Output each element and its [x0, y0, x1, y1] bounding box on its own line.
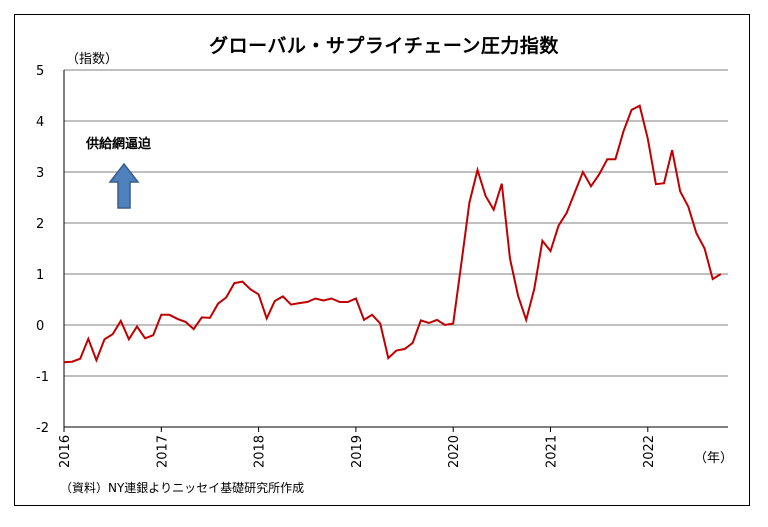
- x-tick-label: 2022: [642, 435, 657, 468]
- x-axis-unit-label: （年）: [694, 451, 734, 466]
- x-tick-label: 2021: [545, 435, 560, 468]
- source-note: （資料）NY連銀よりニッセイ基礎研究所作成: [60, 481, 305, 495]
- y-tick-label: -2: [36, 421, 49, 436]
- y-tick-label: 1: [36, 268, 44, 283]
- y-tick-label: 4: [36, 115, 44, 130]
- x-tick-labels: 2016 2017 2018 2019 2020 2021 2022: [58, 435, 657, 468]
- up-arrow-icon: [108, 162, 140, 209]
- y-tick-label: 2: [36, 217, 44, 232]
- x-tick-label: 2016: [58, 435, 73, 468]
- y-tick-label: 0: [36, 319, 44, 334]
- x-tick-label: 2018: [253, 435, 268, 468]
- y-tick-label: -1: [36, 370, 49, 385]
- chart-frame: [14, 14, 750, 506]
- chart-title: グローバル・サプライチェーン圧力指数: [209, 35, 559, 57]
- annotation-label: 供給網逼迫: [86, 137, 152, 152]
- x-tick-marks: [63, 427, 649, 432]
- y-tick-labels: 5 4 3 2 1 0 -1 -2: [36, 64, 49, 436]
- x-tick-label: 2020: [447, 435, 462, 468]
- y-tick-label: 5: [36, 64, 44, 79]
- x-tick-label: 2019: [350, 435, 365, 468]
- y-tick-label: 3: [36, 166, 44, 181]
- y-axis-unit-label: （指数）: [66, 52, 119, 67]
- series-line: [63, 104, 722, 364]
- x-tick-label: 2017: [155, 435, 170, 468]
- gridlines: [63, 69, 728, 428]
